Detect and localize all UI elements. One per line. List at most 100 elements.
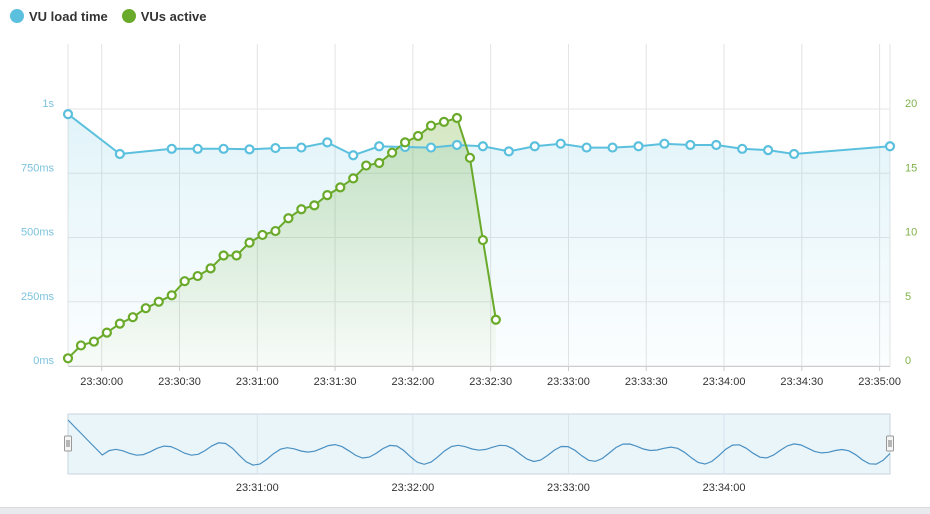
point-vus-active — [412, 130, 424, 142]
point-vu-load-time — [633, 141, 644, 152]
point-vu-load-time — [685, 139, 696, 151]
y-left-tick-label: 500ms — [21, 227, 55, 239]
navigator-handle-right[interactable] — [886, 435, 894, 452]
point-vus-active — [153, 296, 164, 307]
series-lines — [67, 113, 891, 360]
line-vu-load-time — [67, 113, 891, 157]
point-vu-load-time — [763, 145, 774, 156]
point-vu-load-time — [503, 146, 514, 157]
x-tick-label: 23:30:00 — [80, 376, 123, 388]
point-vu-load-time — [425, 142, 437, 153]
point-vus-active — [438, 116, 450, 127]
point-vu-load-time — [62, 109, 74, 120]
y-right-tick-label: 5 — [905, 291, 911, 303]
point-vus-active — [244, 237, 255, 248]
x-tick-label: 23:33:00 — [547, 376, 590, 388]
x-axis: 23:30:00 23:30:30 23:31:00 23:31:30 23:32:00… — [68, 366, 901, 388]
point-vus-active — [270, 225, 281, 237]
navigator-tick-label: 23:33:00 — [547, 482, 590, 494]
point-vu-load-time — [477, 141, 488, 152]
y-right-tick-label: 20 — [905, 98, 917, 110]
point-vus-active — [335, 182, 346, 193]
point-vu-load-time — [166, 143, 177, 154]
point-vus-active — [140, 303, 151, 314]
series-markers — [62, 109, 896, 364]
legend-label-vu-load-time: VU load time — [29, 8, 108, 24]
navigator-selection — [67, 413, 891, 475]
point-vu-load-time — [322, 137, 333, 148]
point-vu-load-time — [114, 148, 125, 160]
legend-marker-vus-active — [121, 9, 136, 23]
x-tick-label: 23:33:30 — [625, 376, 668, 388]
point-vu-load-time — [192, 143, 203, 154]
point-vus-active — [464, 152, 476, 163]
y-left-tick-label: 750ms — [21, 162, 55, 174]
line-vus-active — [67, 116, 497, 360]
chart-legend: VU load time VUs active — [10, 6, 221, 26]
point-vus-active — [205, 263, 216, 274]
point-vu-load-time — [348, 150, 359, 161]
point-vu-load-time — [270, 142, 281, 154]
navigator-tick-label: 23:31:00 — [236, 482, 279, 494]
point-vu-load-time — [374, 141, 385, 152]
point-vus-active — [296, 204, 307, 215]
point-vus-active — [425, 120, 437, 131]
x-tick-label: 23:30:30 — [158, 376, 201, 388]
point-vu-load-time — [529, 141, 540, 152]
y-left-tick-label: 1s — [42, 98, 54, 110]
point-vu-load-time — [607, 142, 618, 153]
point-vus-active — [114, 318, 125, 329]
point-vus-active — [75, 340, 87, 351]
y-axis-right: 0 5 10 15 20 — [905, 98, 917, 367]
legend-marker-vu-load-time — [10, 9, 24, 23]
horizontal-scrollbar[interactable] — [0, 507, 930, 514]
point-vus-active — [218, 250, 229, 261]
point-vus-active — [166, 290, 177, 301]
point-vus-active — [387, 147, 398, 158]
x-tick-label: 23:34:00 — [703, 376, 746, 388]
y-axis-left: 0ms 250ms 500ms 750ms 1s — [21, 98, 55, 367]
point-vus-active — [283, 213, 294, 224]
point-vu-load-time — [581, 142, 592, 153]
point-vus-active — [451, 112, 463, 124]
point-vus-active — [309, 200, 320, 211]
point-vus-active — [490, 314, 501, 325]
point-vu-load-time — [555, 138, 566, 149]
y-right-tick-label: 10 — [905, 227, 917, 239]
navigator-tick-label: 23:32:00 — [391, 482, 434, 494]
point-vus-active — [192, 270, 203, 282]
area-vus-active — [68, 118, 496, 366]
y-left-tick-label: 250ms — [21, 291, 55, 303]
point-vus-active — [179, 276, 190, 287]
point-vu-load-time — [218, 143, 229, 154]
point-vu-load-time — [711, 139, 722, 151]
point-vus-active — [477, 234, 488, 246]
point-vus-active — [399, 137, 411, 148]
legend-item-vus-active[interactable]: VUs active — [121, 8, 207, 24]
x-tick-label: 23:31:00 — [236, 376, 279, 388]
x-tick-label: 23:35:00 — [858, 376, 901, 388]
point-vus-active — [88, 336, 100, 347]
navigator-series-line — [67, 419, 891, 466]
point-vu-load-time — [788, 148, 800, 160]
point-vu-load-time — [296, 142, 307, 153]
y-left-tick-label: 0ms — [33, 355, 54, 367]
navigator-handle-left[interactable] — [64, 435, 72, 452]
point-vu-load-time — [244, 144, 255, 155]
x-tick-label: 23:34:30 — [780, 376, 823, 388]
point-vus-active — [374, 157, 385, 169]
point-vus-active — [127, 312, 138, 323]
point-vus-active — [101, 327, 112, 338]
legend-item-vu-load-time[interactable]: VU load time — [10, 9, 108, 24]
legend-label-vus-active: VUs active — [140, 8, 207, 24]
x-tick-label: 23:32:30 — [469, 376, 512, 388]
point-vus-active — [62, 353, 74, 364]
point-vus-active — [348, 173, 359, 184]
navigator-tick-label: 23:34:00 — [703, 482, 746, 494]
point-vu-load-time — [451, 139, 463, 151]
point-vu-load-time — [737, 143, 748, 154]
y-right-tick-label: 15 — [905, 162, 917, 174]
point-vus-active — [257, 229, 268, 241]
